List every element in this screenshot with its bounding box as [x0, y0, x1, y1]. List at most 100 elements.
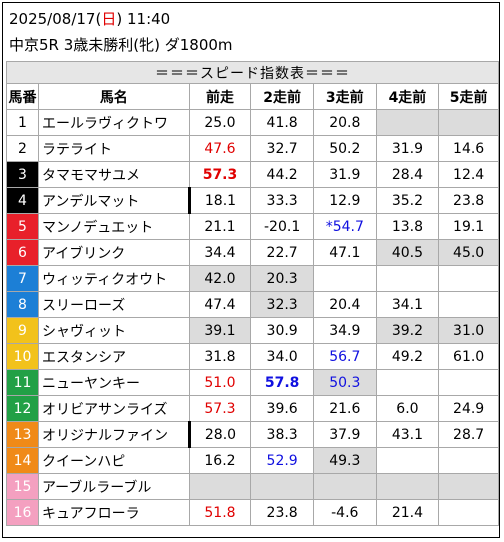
- speed-index-3: 50.3: [312, 369, 377, 396]
- speed-index-2: 32.7: [250, 135, 314, 162]
- speed-index-2: 23.8: [250, 499, 314, 526]
- table-title: ＝＝＝スピード指数表＝＝＝: [6, 61, 499, 84]
- speed-index-3: 37.9: [312, 421, 377, 448]
- speed-index-3: 31.9: [312, 161, 377, 188]
- speed-index-4: 40.5: [375, 239, 440, 266]
- horse-number: 3: [6, 161, 39, 188]
- table-row: 14 クイーンハピ 16.2 52.9 49.3: [6, 447, 499, 474]
- table-row: 7 ウィッティクオウト 42.0 20.3: [6, 265, 499, 292]
- speed-index-1: 39.1: [188, 317, 252, 344]
- col-header-2nd: 2走前: [250, 83, 314, 110]
- speed-index-1: 18.1: [188, 187, 252, 214]
- table-row: 1 エールラヴィクトワ 25.0 41.8 20.8: [6, 109, 499, 136]
- table-row: 6 アイブリンク 34.4 22.7 47.1 40.5 45.0: [6, 239, 499, 266]
- speed-index-3: [312, 265, 377, 292]
- horse-number: 6: [6, 239, 39, 266]
- speed-index-3: -4.6: [312, 499, 377, 526]
- speed-index-2: 22.7: [250, 239, 314, 266]
- horse-number: 8: [6, 291, 39, 318]
- horse-name: ニューヤンキー: [37, 369, 190, 396]
- horse-number: 9: [6, 317, 39, 344]
- horse-name: エールラヴィクトワ: [37, 109, 190, 136]
- speed-index-5: [438, 291, 499, 318]
- speed-index-2: 33.3: [250, 187, 314, 214]
- speed-index-4: [375, 447, 440, 474]
- speed-index-1: 51.0: [188, 369, 252, 396]
- speed-index-5: [438, 265, 499, 292]
- speed-index-5: 24.9: [438, 395, 499, 422]
- header-weekday: 日: [101, 10, 117, 28]
- horse-name: ラテライト: [37, 135, 190, 162]
- speed-index-1: 31.8: [188, 343, 252, 370]
- table-row: 16 キュアフローラ 51.8 23.8 -4.6 21.4: [6, 499, 499, 526]
- horse-number: 7: [6, 265, 39, 292]
- horse-name: タマモマサユメ: [37, 161, 190, 188]
- col-header-5th: 5走前: [438, 83, 499, 110]
- table-row: 9 シャヴィット 39.1 30.9 34.9 39.2 31.0: [6, 317, 499, 344]
- table-row: 13 オリジナルファイン 28.0 38.3 37.9 43.1 28.7: [6, 421, 499, 448]
- table-row: 15 アーブルラーブル: [6, 473, 499, 500]
- speed-index-4: 49.2: [375, 343, 440, 370]
- horse-number: 11: [6, 369, 39, 396]
- speed-index-2: [250, 473, 314, 500]
- horse-name: ウィッティクオウト: [37, 265, 190, 292]
- speed-index-3: 50.2: [312, 135, 377, 162]
- speed-index-5: 19.1: [438, 213, 499, 240]
- speed-index-4: [375, 109, 440, 136]
- table-row: 2 ラテライト 47.6 32.7 50.2 31.9 14.6: [6, 135, 499, 162]
- table-row: 5 マンノデュエット 21.1 -20.1 *54.7 13.8 19.1: [6, 213, 499, 240]
- speed-index-5: [438, 109, 499, 136]
- speed-index-5: [438, 473, 499, 500]
- speed-index-table: ＝＝＝スピード指数表＝＝＝ 馬番 馬名 前走 2走前 3走前 4走前 5走前 1…: [6, 61, 499, 526]
- horse-name: クイーンハピ: [37, 447, 190, 474]
- speed-index-1: 47.4: [188, 291, 252, 318]
- horse-name: オリジナルファイン: [37, 421, 191, 448]
- speed-index-1: 34.4: [188, 239, 252, 266]
- table-row: 8 スリーローズ 47.4 32.3 20.4 34.1: [6, 291, 499, 318]
- horse-number: 13: [6, 421, 39, 448]
- speed-index-3: 34.9: [312, 317, 377, 344]
- speed-index-4: 28.4: [375, 161, 440, 188]
- horse-number: 10: [6, 343, 39, 370]
- horse-number: 16: [6, 499, 39, 526]
- speed-index-2: 20.3: [250, 265, 314, 292]
- col-header-3rd: 3走前: [312, 83, 377, 110]
- speed-index-2: 39.6: [250, 395, 314, 422]
- speed-index-4: 43.1: [375, 421, 440, 448]
- horse-number: 15: [6, 473, 39, 500]
- speed-index-2: 52.9: [250, 447, 314, 474]
- speed-index-3: 20.4: [312, 291, 377, 318]
- speed-index-2: 57.8: [250, 369, 314, 396]
- col-header-4th: 4走前: [375, 83, 440, 110]
- speed-index-3: 47.1: [312, 239, 377, 266]
- header-datetime: 2025/08/17(日) 11:40: [9, 10, 171, 28]
- header-race-info: 中京5R 3歳未勝利(牝) ダ1800m: [9, 36, 233, 54]
- speed-index-1: 42.0: [188, 265, 252, 292]
- horse-number: 4: [6, 187, 39, 214]
- speed-index-3: 20.8: [312, 109, 377, 136]
- speed-index-5: 31.0: [438, 317, 499, 344]
- horse-name: マンノデュエット: [37, 213, 190, 240]
- speed-index-3: 21.6: [312, 395, 377, 422]
- speed-index-1: 16.2: [188, 447, 252, 474]
- table-title-row: ＝＝＝スピード指数表＝＝＝: [6, 61, 499, 84]
- speed-index-4: [375, 369, 440, 396]
- horse-number: 12: [6, 395, 39, 422]
- speed-index-1: 25.0: [188, 109, 252, 136]
- horse-name: アーブルラーブル: [37, 473, 190, 500]
- speed-index-2: 30.9: [250, 317, 314, 344]
- speed-index-3: 12.9: [312, 187, 377, 214]
- header-time: 11:40: [126, 10, 171, 28]
- race-card-frame: 2025/08/17(日) 11:40 中京5R 3歳未勝利(牝) ダ1800m…: [2, 2, 500, 538]
- speed-index-1: 57.3: [188, 395, 252, 422]
- speed-index-2: 41.8: [250, 109, 314, 136]
- speed-index-1: 51.8: [188, 499, 252, 526]
- horse-name: オリビアサンライズ: [37, 395, 190, 422]
- speed-index-1: [188, 473, 252, 500]
- speed-index-1: 47.6: [188, 135, 252, 162]
- speed-index-4: [375, 473, 440, 500]
- speed-index-5: 12.4: [438, 161, 499, 188]
- col-header-last: 前走: [188, 83, 252, 110]
- col-header-number: 馬番: [6, 83, 39, 110]
- speed-index-1: 21.1: [188, 213, 252, 240]
